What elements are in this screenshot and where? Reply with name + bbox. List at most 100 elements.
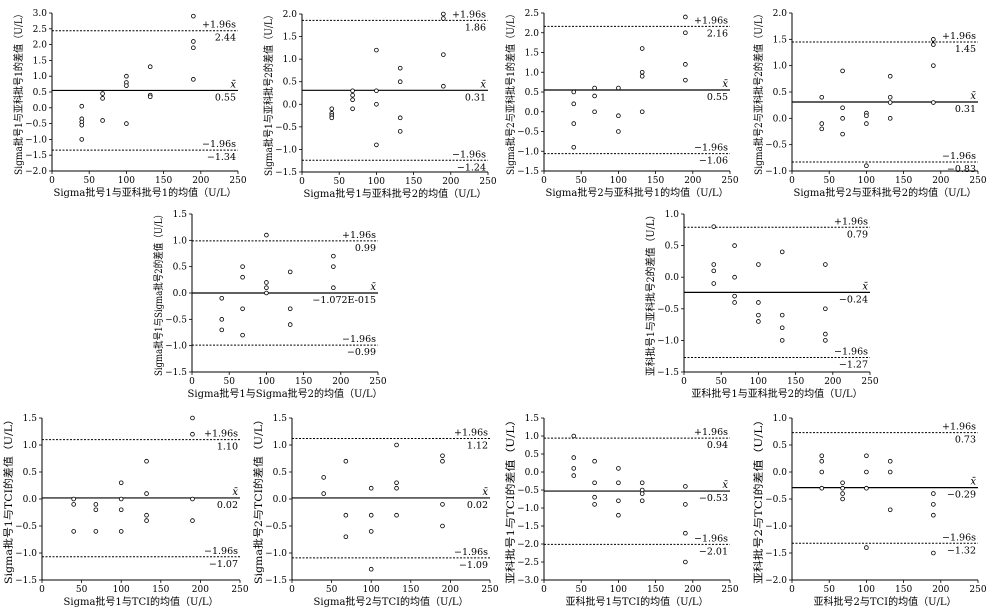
lower-limit-value: −1.06 — [699, 156, 728, 167]
chart-panel-4: 2.01.51.00.50.0−0.5−1.00 50 100 150 200 250Si… — [752, 9, 987, 199]
lower-limit-value: −0.83 — [947, 164, 976, 175]
y-tick-label: −0.5 — [657, 305, 679, 315]
lower-limit-label: −1.96s — [694, 533, 728, 544]
x-tick-label: 100 — [858, 585, 875, 595]
mean-value: −0.24 — [839, 294, 868, 305]
data-point — [931, 100, 936, 105]
data-point — [732, 243, 737, 248]
y-tick-label: −1.0 — [657, 336, 679, 346]
data-point — [191, 77, 196, 82]
x-tick-label: 50 — [333, 177, 345, 187]
y-tick-label: 2.0 — [33, 41, 48, 51]
data-point — [571, 145, 577, 150]
y-tick-label: 2.0 — [283, 10, 298, 20]
data-point — [331, 253, 336, 259]
data-point — [840, 68, 845, 74]
y-tick-label: 0.0 — [525, 468, 540, 478]
x-tick-label: 50 — [223, 377, 235, 387]
upper-limit-value: 1.10 — [217, 442, 238, 453]
mean-value: −1.072E-015 — [312, 295, 376, 306]
data-point — [931, 512, 936, 518]
data-point — [350, 88, 355, 94]
x-tick-label: 0 — [299, 177, 305, 187]
data-point — [823, 331, 828, 337]
x-tick-label: 150 — [402, 585, 419, 595]
data-point — [779, 312, 785, 318]
x-tick-label: 150 — [155, 176, 172, 186]
y-tick-label: −1.5 — [765, 549, 787, 559]
data-point — [397, 115, 403, 121]
data-point — [819, 126, 825, 132]
data-point — [394, 512, 399, 518]
mean-label: x̄ — [232, 487, 238, 498]
y-axis-title: Sigma批号1与亚科批号1的差值（U/L） — [12, 9, 25, 175]
x-tick-label: 0 — [681, 377, 687, 387]
lower-limit-label: −1.96s — [452, 149, 486, 160]
data-point — [440, 523, 445, 529]
data-point — [329, 115, 335, 121]
data-point — [440, 453, 445, 459]
data-point — [683, 502, 688, 507]
y-axis-title: Sigma批号1与亚科批号2的差值（U/L） — [262, 10, 275, 176]
data-point — [864, 163, 869, 169]
y-tick-label: −1.0 — [165, 342, 187, 352]
data-point — [840, 131, 845, 137]
data-point — [819, 458, 825, 464]
x-axis-title: 亚科批号2与TCI的均值（U/L） — [813, 595, 956, 608]
data-point — [118, 529, 124, 534]
data-point — [191, 45, 196, 51]
data-point — [887, 94, 893, 100]
upper-limit-value: 1.45 — [955, 44, 976, 55]
data-point — [864, 121, 869, 126]
data-point — [639, 480, 645, 486]
data-point — [732, 274, 737, 280]
x-tick-label: 150 — [152, 585, 169, 595]
y-tick-label: 0.5 — [773, 441, 788, 451]
x-tick-label: 100 — [750, 377, 767, 387]
mean-label: x̄ — [722, 79, 728, 90]
x-tick-label: 200 — [442, 177, 459, 187]
upper-limit-value: 2.16 — [707, 28, 728, 39]
data-point — [374, 47, 379, 53]
data-point — [864, 485, 869, 491]
data-point — [144, 512, 149, 518]
y-tick-label: −1.0 — [275, 145, 297, 155]
x-axis-title: Sigma批号1与TCI的均值（U/L） — [64, 595, 219, 608]
chart-panel-5: 1.51.00.50.0−0.5−1.0−1.50 50 100 150 200 250S… — [152, 210, 387, 400]
data-point — [571, 89, 577, 95]
chart-panel-10: 1.0 0.5 0.0 −0.5 −1.0 −1.5 −2.00 50 100 150 200 250… — [752, 414, 987, 608]
x-tick-label: 100 — [363, 585, 380, 595]
y-tick-label: 0.5 — [665, 242, 680, 252]
y-tick-label: 1.5 — [283, 33, 298, 43]
upper-limit-label: +1.96s — [694, 427, 728, 438]
data-point — [823, 338, 828, 343]
y-tick-label: −0.5 — [25, 120, 47, 130]
data-point — [191, 13, 196, 19]
data-point — [240, 274, 245, 280]
data-point — [683, 30, 688, 36]
y-tick-label: 0.0 — [283, 100, 298, 110]
y-tick-label: 1.5 — [525, 414, 540, 424]
y-tick-label: −0.5 — [765, 141, 787, 151]
x-tick-label: 0 — [49, 176, 55, 186]
data-point — [287, 269, 293, 275]
y-tick-label: −0.5 — [265, 522, 287, 532]
data-point — [264, 285, 269, 291]
data-point — [264, 280, 269, 285]
y-axis-title: Sigma批号2与亚科批号2的差值（U/L） — [752, 9, 765, 175]
y-tick-label: −1.0 — [517, 504, 539, 514]
x-axis-title: 亚科批号1与TCI的均值（U/L） — [565, 595, 708, 608]
x-tick-label: 250 — [479, 177, 496, 187]
data-point — [756, 319, 761, 324]
data-point — [592, 85, 597, 91]
y-tick-label: −1.5 — [265, 576, 287, 586]
data-point — [394, 480, 399, 486]
data-point — [287, 306, 293, 312]
data-point — [368, 566, 374, 572]
x-tick-label: 50 — [575, 585, 587, 595]
chart-panel-2: 2.0 1.5 1.0 0.5 0.0 −0.5 −1.0 −1.50 50 100 150 200 2… — [262, 9, 497, 200]
data-point — [639, 73, 645, 79]
data-point — [616, 129, 621, 134]
x-axis-title: Sigma批号2与TCI的均值（U/L） — [314, 595, 469, 608]
data-point — [592, 458, 597, 464]
